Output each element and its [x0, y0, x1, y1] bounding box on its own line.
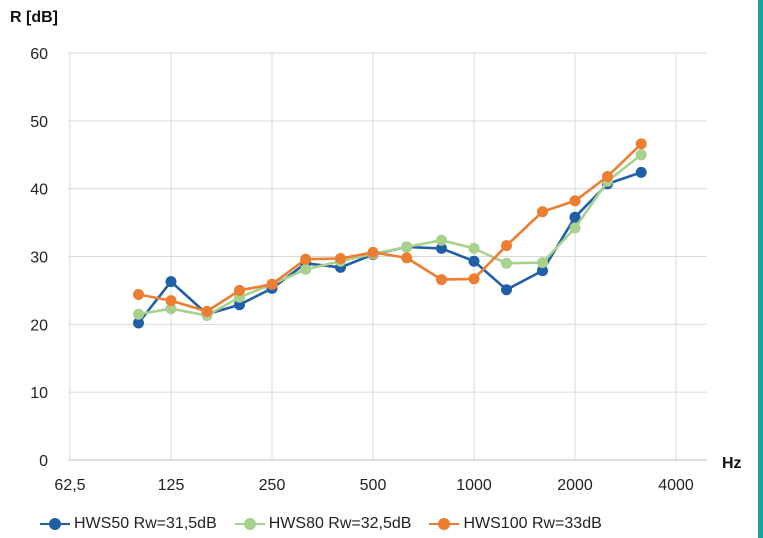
- data-point: [300, 253, 312, 265]
- x-axis-title: Hz: [722, 455, 742, 472]
- x-tick-label: 62,5: [54, 477, 85, 494]
- legend-label: HWS50 Rw=31,5dB: [74, 515, 217, 532]
- data-point: [165, 276, 177, 288]
- y-tick-label: 10: [30, 385, 48, 402]
- frame-border: [758, 0, 763, 538]
- data-point: [635, 166, 647, 178]
- x-tick-label: 1000: [456, 477, 492, 494]
- data-point: [436, 242, 447, 254]
- series-2: [133, 149, 647, 321]
- x-tick-label: 250: [259, 477, 286, 494]
- x-tick-label: 500: [360, 477, 387, 494]
- x-tick-label: 125: [158, 477, 185, 494]
- data-point: [201, 305, 213, 317]
- y-tick-label: 40: [30, 182, 48, 199]
- series-3: [133, 138, 647, 317]
- legend-label: HWS80 Rw=32,5dB: [268, 515, 412, 532]
- y-tick-label: 0: [39, 453, 48, 470]
- series-line: [137, 142, 643, 313]
- data-point: [468, 255, 480, 267]
- legend-marker: [234, 518, 265, 530]
- data-point: [468, 273, 480, 285]
- y-tick-label: 60: [30, 46, 48, 63]
- data-point: [234, 284, 245, 296]
- data-point: [401, 241, 413, 253]
- legend-item: HWS80 Rw=32,5dB: [234, 515, 412, 533]
- series-lines: [133, 138, 647, 329]
- data-point: [133, 289, 144, 300]
- y-tick-label: 20: [30, 317, 48, 334]
- data-point: [133, 317, 144, 329]
- data-point: [367, 246, 379, 258]
- data-point: [165, 295, 177, 307]
- data-point: [569, 195, 581, 207]
- grid: [68, 52, 707, 461]
- line-chart: R [dB] Hz 0 10 20 30 40 50 60 62,5 125 250 500 1000…: [10, 9, 742, 494]
- x-tick-label: 2000: [557, 477, 593, 494]
- legend-item: HWS50 Rw=31,5dB: [40, 515, 217, 533]
- data-point: [569, 211, 581, 223]
- series-line: [137, 171, 643, 325]
- data-point: [537, 265, 548, 277]
- data-point: [602, 171, 613, 182]
- data-point: [537, 257, 548, 269]
- legend-item: HWS100 Rw=33dB: [429, 515, 602, 533]
- series-line: [137, 153, 643, 317]
- legend: HWS50 Rw=31,5dB HWS80 Rw=32,5dB HWS100 Rw=…: [40, 511, 740, 537]
- data-point: [335, 253, 346, 264]
- data-point: [501, 284, 512, 296]
- data-point: [300, 263, 312, 275]
- legend-label: HWS100 Rw=33dB: [463, 515, 602, 532]
- y-tick-label: 30: [30, 250, 48, 267]
- legend-marker: [429, 518, 460, 530]
- data-point: [468, 242, 480, 254]
- legend-marker: [40, 518, 70, 530]
- data-point: [635, 138, 647, 150]
- data-point: [133, 308, 144, 320]
- data-point: [165, 303, 177, 315]
- data-point: [501, 240, 512, 252]
- data-point: [436, 234, 447, 246]
- data-point: [501, 257, 512, 269]
- y-axis-title: R [dB]: [10, 9, 58, 26]
- x-tick-label: 4000: [658, 477, 694, 494]
- data-point: [401, 252, 413, 264]
- axis-ticks: 0 10 20 30 40 50 60 62,5 125 250 500 1000 2000 4000: [30, 46, 694, 494]
- data-point: [537, 206, 548, 218]
- y-tick-label: 50: [30, 114, 48, 131]
- series-1: [133, 166, 647, 329]
- data-point: [569, 222, 581, 234]
- data-point: [635, 149, 647, 161]
- data-point: [436, 274, 447, 286]
- data-point: [266, 278, 278, 290]
